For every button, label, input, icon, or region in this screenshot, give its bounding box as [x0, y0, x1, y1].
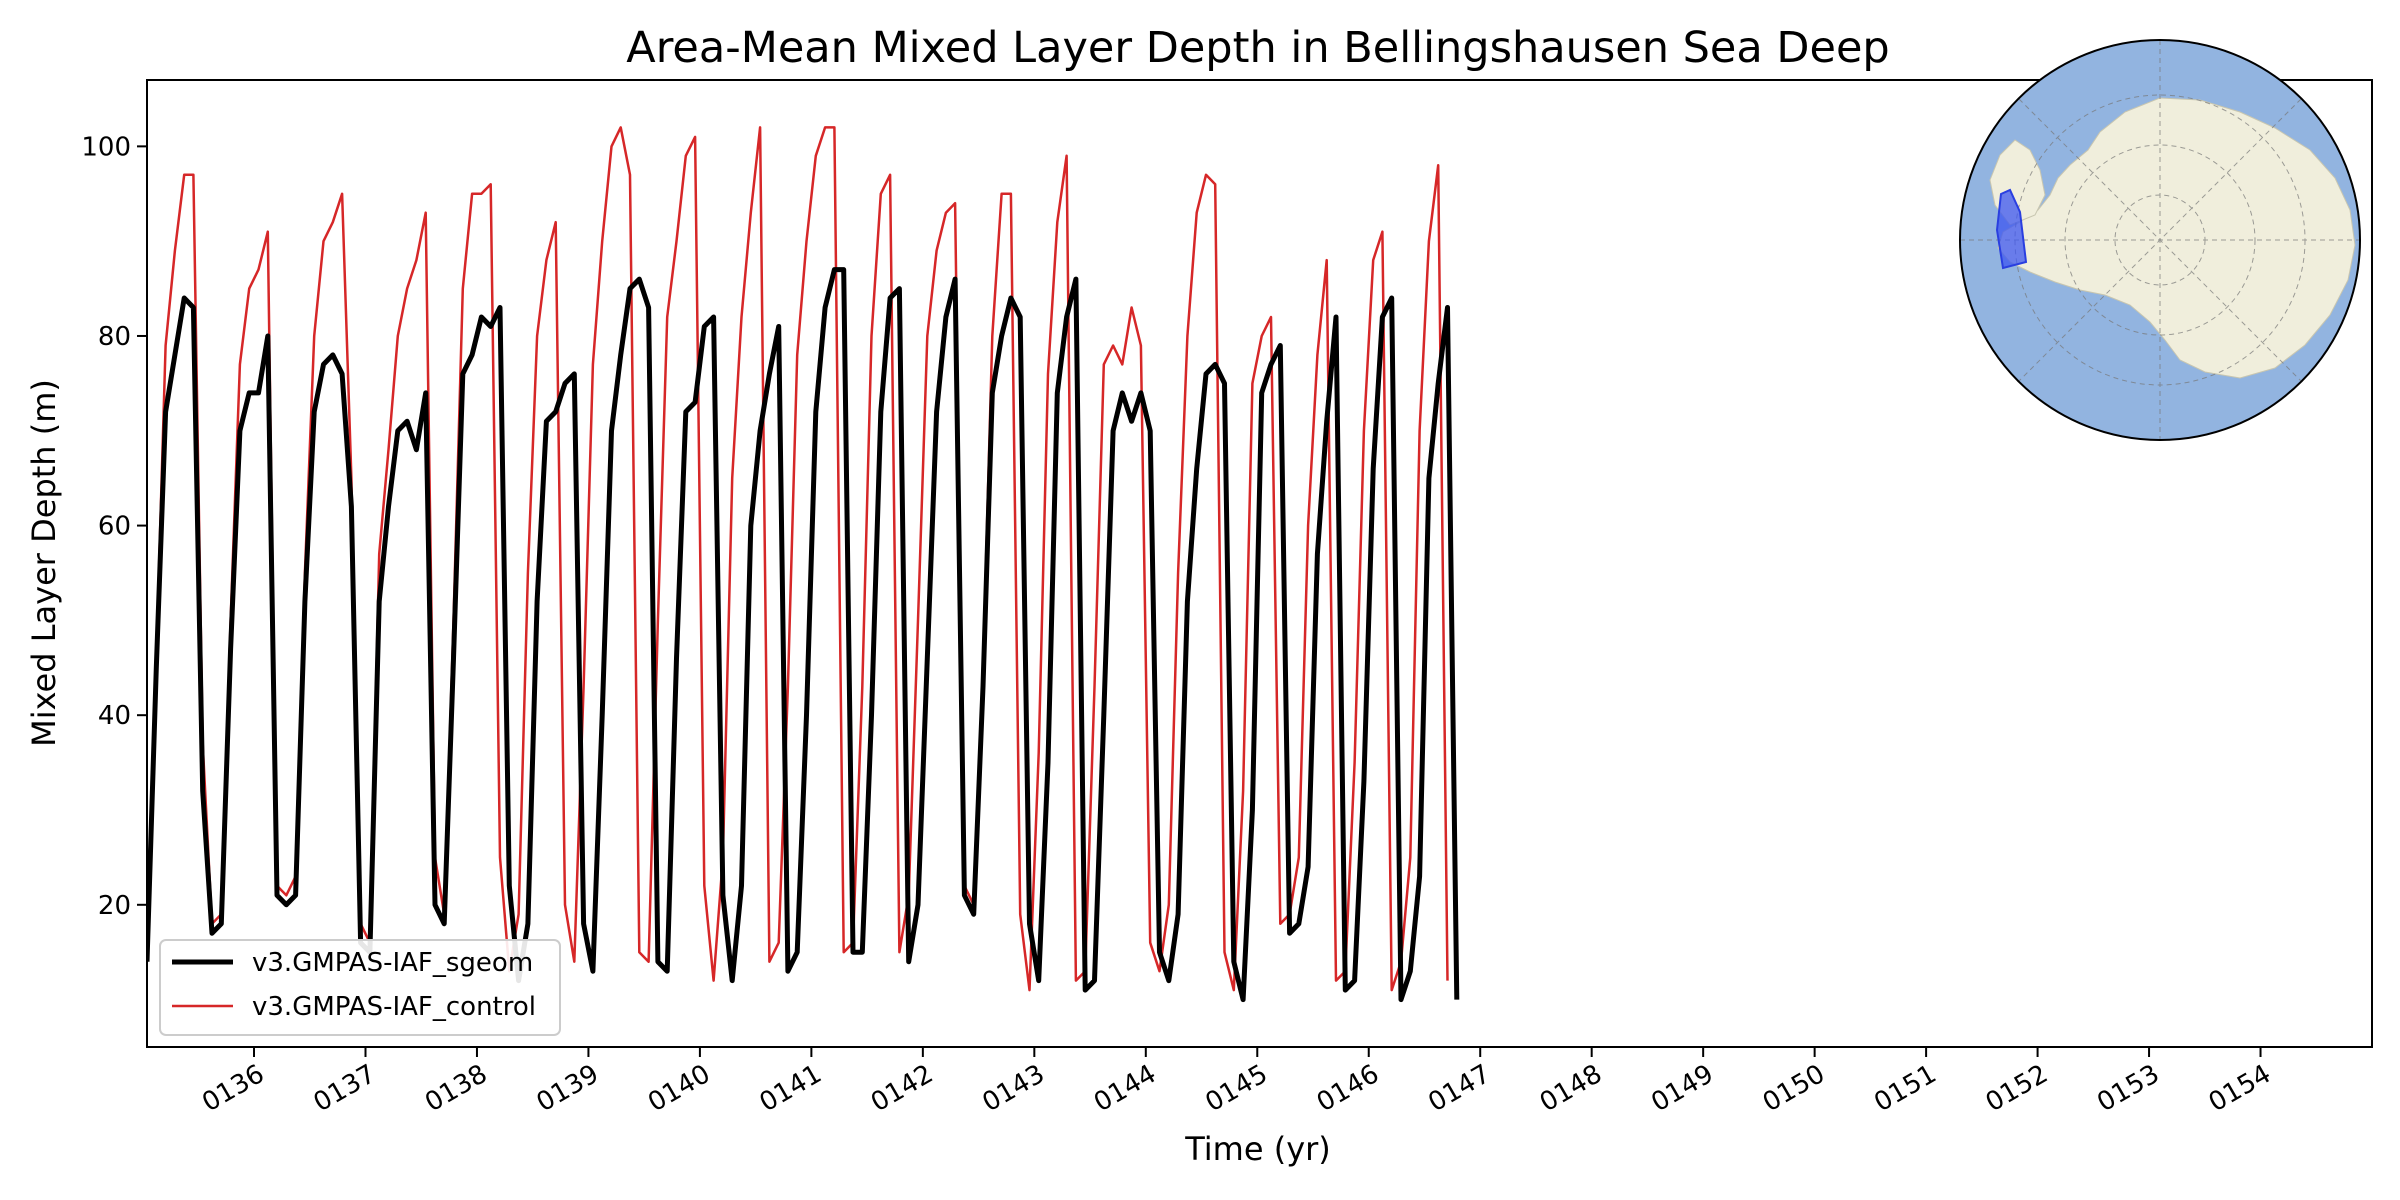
y-axis: 20 40 60 80 100 [81, 132, 147, 921]
x-tick-label: 0141 [755, 1059, 827, 1118]
x-axis: 0136 0137 0138 0139 0140 0141 0142 0143 0144 0145… [197, 1047, 2276, 1118]
y-tick-label: 100 [81, 132, 131, 162]
x-tick-label: 0144 [1089, 1059, 1161, 1118]
series-line-0 [147, 267, 1460, 1003]
x-tick-label: 0136 [197, 1059, 269, 1118]
map-border [1959, 39, 2361, 441]
series-line-1 [147, 126, 1449, 992]
y-tick-label: 60 [98, 512, 131, 542]
chart-title: Area-Mean Mixed Layer Depth in Bellingsh… [626, 23, 1889, 73]
y-tick-label: 40 [98, 701, 131, 731]
plot-lines [147, 126, 1460, 1003]
map-graticule [1960, 40, 2360, 440]
x-tick-label: 0139 [532, 1059, 604, 1118]
x-tick-label: 0149 [1646, 1059, 1718, 1118]
x-tick-label: 0154 [2204, 1059, 2276, 1118]
plot-frame [146, 79, 2373, 1048]
x-tick-label: 0146 [1312, 1059, 1384, 1118]
legend-label-sgeom: v3.GMPAS-IAF_sgeom [252, 948, 533, 978]
x-tick-label: 0137 [309, 1059, 381, 1118]
legend-box [159, 939, 561, 1036]
map-region-highlight [1995, 188, 2028, 270]
x-tick-label: 0140 [643, 1059, 715, 1118]
x-tick-label: 0147 [1423, 1059, 1495, 1118]
y-axis-label: Mixed Layer Depth (m) [25, 379, 63, 747]
y-tick-label: 80 [98, 322, 131, 352]
legend: v3.GMPAS-IAF_sgeom v3.GMPAS-IAF_control [159, 939, 561, 1036]
inset-map [1959, 39, 2361, 441]
x-tick-label: 0143 [978, 1059, 1050, 1118]
x-tick-label: 0148 [1535, 1059, 1607, 1118]
x-axis-label: Time (yr) [1184, 1130, 1331, 1168]
x-tick-label: 0145 [1200, 1059, 1272, 1118]
x-tick-label: 0142 [866, 1059, 938, 1118]
x-tick-label: 0150 [1758, 1059, 1830, 1118]
legend-label-control: v3.GMPAS-IAF_control [252, 992, 536, 1022]
x-tick-label: 0152 [1981, 1059, 2053, 1118]
x-tick-label: 0153 [2092, 1059, 2164, 1118]
y-tick-label: 20 [98, 891, 131, 921]
map-antarctica-land [1997, 97, 2356, 379]
x-tick-label: 0151 [1869, 1059, 1941, 1118]
x-tick-label: 0138 [420, 1059, 492, 1118]
